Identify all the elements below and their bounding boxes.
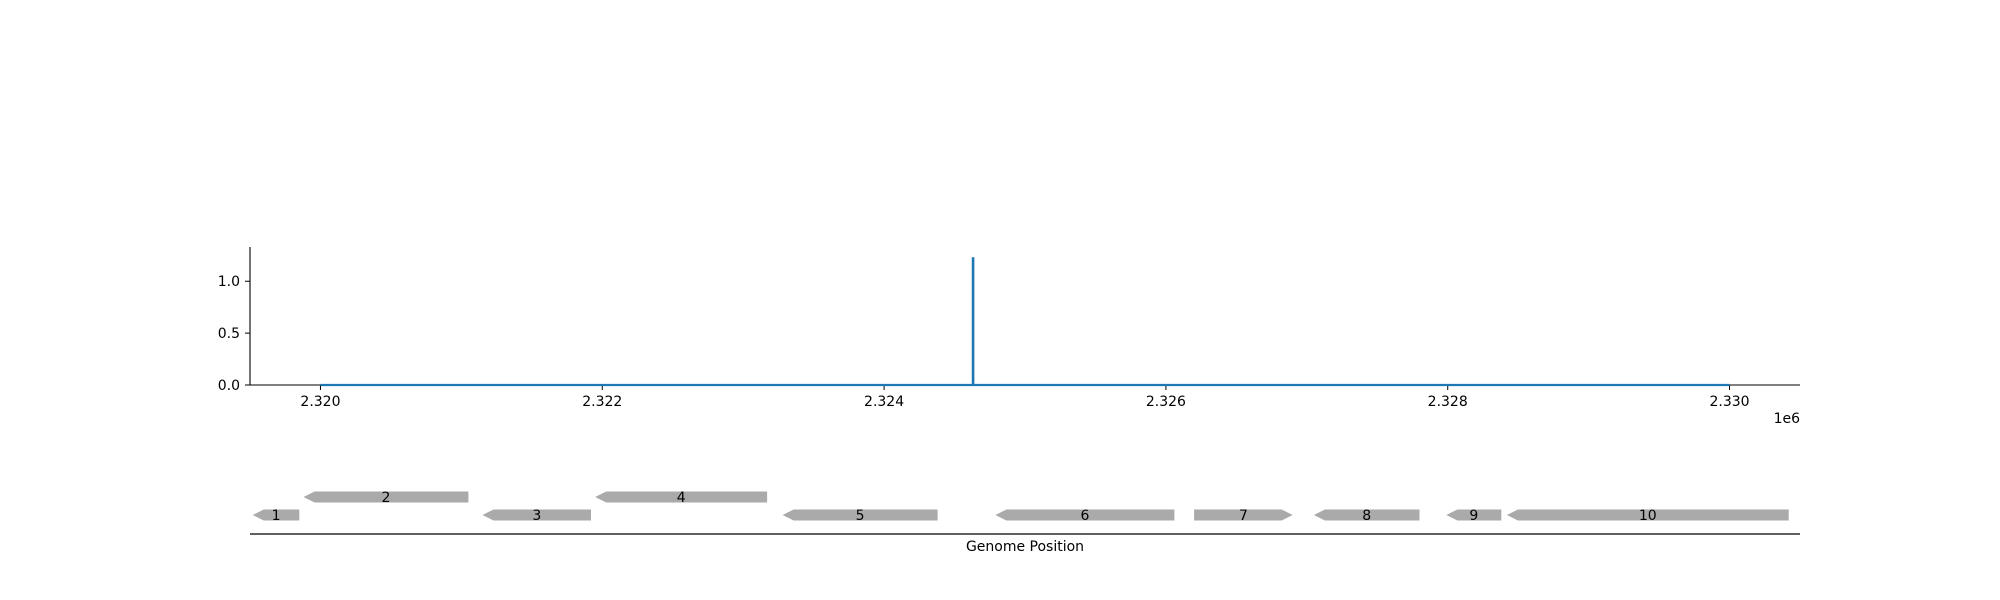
x-tick-label: 2.322: [582, 394, 622, 410]
gene-arrow: [252, 509, 300, 521]
coverage-axes: [249, 247, 1800, 386]
gene-label: 5: [856, 508, 865, 524]
coverage-line: [320, 257, 1730, 387]
gene-arrow: [782, 509, 938, 521]
gene-track-xlabel: Genome Position: [966, 539, 1084, 555]
x-tick-label: 2.330: [1709, 394, 1749, 410]
gene-arrow: [482, 509, 591, 521]
gene-arrow: [303, 491, 469, 503]
gene-label: 6: [1080, 508, 1089, 524]
gene-arrow: [595, 491, 768, 503]
x-tick-label: 2.324: [864, 394, 904, 410]
y-tick-label: 0.0: [218, 378, 240, 394]
y-tick-label: 0.5: [218, 326, 240, 342]
gene-features: 1 2 3 4 5 6 7 8 9 10: [252, 490, 1789, 524]
gene-label: 10: [1639, 508, 1657, 524]
gene-label: 7: [1239, 508, 1248, 524]
gene-label: 8: [1362, 508, 1371, 524]
gene-arrow: [1313, 509, 1420, 521]
coverage-plot: 0.00.51.02.320 2.322 2.324 2.326 2.328 2.330 …: [218, 247, 1800, 427]
gene-label: 1: [272, 508, 281, 524]
x-offset-label: 1e6: [1774, 411, 1801, 427]
y-tick-label: 1.0: [218, 274, 240, 290]
gene-label: 3: [532, 508, 541, 524]
gene-arrow: [1194, 509, 1293, 521]
gene-label: 2: [382, 490, 391, 506]
gene-arrow: [995, 509, 1175, 521]
gene-arrow: [1506, 509, 1789, 521]
gene-track: 1 2 3 4 5 6 7 8 9 10 Genome Position: [250, 490, 1800, 555]
coverage-ticks: 0.0 0.5 1.0 2.320 2.322 2.324 2.326 2.328 2.330: [218, 274, 1750, 410]
gene-arrow: [1446, 509, 1502, 521]
coverage-series: [320, 257, 1730, 387]
gene-label: 4: [677, 490, 686, 506]
x-tick-label: 2.320: [300, 394, 340, 410]
gene-label: 9: [1469, 508, 1478, 524]
x-tick-label: 2.326: [1146, 394, 1186, 410]
x-tick-label: 2.328: [1428, 394, 1468, 410]
